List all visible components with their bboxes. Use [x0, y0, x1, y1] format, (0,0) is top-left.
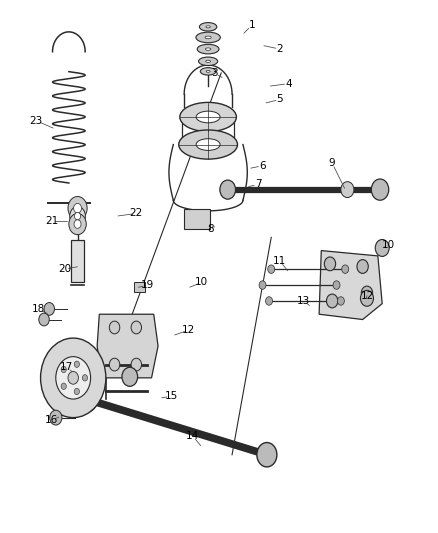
Circle shape [342, 265, 349, 273]
Bar [134, 282, 145, 292]
Circle shape [61, 366, 66, 373]
Circle shape [110, 321, 120, 334]
Circle shape [371, 179, 389, 200]
Ellipse shape [197, 44, 219, 54]
Circle shape [75, 386, 97, 413]
Circle shape [259, 281, 266, 289]
Circle shape [61, 383, 66, 390]
Ellipse shape [199, 22, 217, 31]
Ellipse shape [206, 26, 210, 28]
Circle shape [324, 257, 336, 271]
Text: 2: 2 [277, 44, 283, 54]
Ellipse shape [205, 36, 211, 39]
Text: 13: 13 [297, 296, 311, 306]
Text: 12: 12 [182, 325, 195, 335]
Circle shape [74, 213, 81, 220]
Polygon shape [97, 314, 158, 378]
Text: 22: 22 [130, 208, 143, 219]
Text: 15: 15 [165, 391, 178, 401]
Text: 20: 20 [58, 264, 71, 274]
Circle shape [74, 204, 81, 213]
Circle shape [326, 294, 338, 308]
Circle shape [44, 303, 54, 316]
Text: 23: 23 [30, 116, 43, 126]
Text: 10: 10 [382, 240, 396, 251]
Text: 4: 4 [285, 78, 292, 88]
Ellipse shape [205, 48, 211, 50]
Circle shape [74, 220, 81, 228]
Circle shape [110, 358, 120, 371]
Ellipse shape [196, 139, 220, 150]
Circle shape [220, 180, 236, 199]
Circle shape [41, 338, 106, 418]
Circle shape [341, 182, 354, 198]
Circle shape [375, 239, 389, 256]
Text: 19: 19 [141, 280, 154, 290]
Text: 11: 11 [273, 256, 286, 266]
Circle shape [56, 357, 91, 399]
Circle shape [265, 297, 272, 305]
Circle shape [68, 197, 87, 220]
Circle shape [68, 372, 78, 384]
Polygon shape [319, 251, 382, 319]
Text: 9: 9 [329, 158, 336, 168]
Ellipse shape [200, 68, 216, 75]
Ellipse shape [196, 32, 220, 43]
Bar [184, 209, 210, 229]
Bar [71, 240, 84, 282]
Text: 10: 10 [195, 277, 208, 287]
Circle shape [74, 388, 79, 394]
Text: 8: 8 [207, 224, 214, 235]
Ellipse shape [180, 102, 237, 132]
Text: 17: 17 [60, 362, 73, 372]
Ellipse shape [196, 111, 220, 123]
Text: 5: 5 [277, 94, 283, 104]
Ellipse shape [198, 57, 218, 66]
Text: 14: 14 [186, 431, 200, 441]
Text: 1: 1 [248, 20, 255, 30]
Circle shape [82, 375, 88, 381]
Circle shape [357, 260, 368, 273]
Circle shape [361, 286, 373, 300]
Circle shape [360, 290, 374, 306]
Circle shape [69, 214, 86, 235]
Text: 3: 3 [212, 68, 218, 78]
Circle shape [337, 297, 344, 305]
Ellipse shape [206, 70, 210, 72]
Circle shape [74, 361, 79, 367]
Circle shape [70, 207, 85, 225]
Text: 21: 21 [45, 216, 58, 227]
Circle shape [131, 358, 141, 371]
Text: 12: 12 [360, 290, 374, 301]
Text: 16: 16 [45, 415, 58, 425]
Ellipse shape [206, 60, 211, 62]
Text: 7: 7 [255, 179, 261, 189]
Circle shape [268, 265, 275, 273]
Circle shape [39, 313, 49, 326]
Text: 18: 18 [32, 304, 45, 314]
Circle shape [122, 367, 138, 386]
Circle shape [49, 410, 62, 425]
Ellipse shape [179, 130, 237, 159]
Circle shape [131, 321, 141, 334]
Circle shape [257, 442, 277, 467]
Text: 6: 6 [259, 161, 266, 171]
Circle shape [333, 281, 340, 289]
